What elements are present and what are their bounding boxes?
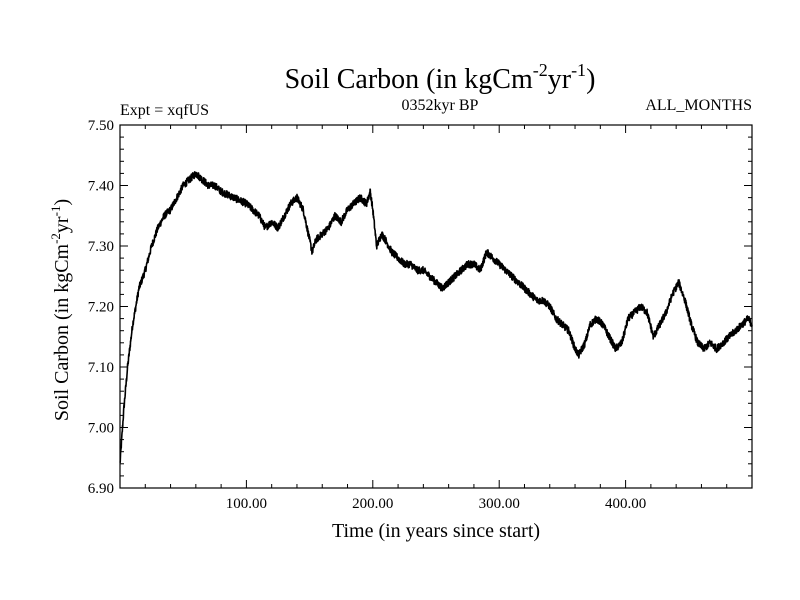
chart-title-sup1: -2: [533, 60, 548, 80]
y-tick-label: 7.50: [88, 118, 114, 134]
y-tick-label: 7.30: [88, 239, 114, 255]
y-tick-label: 6.90: [88, 481, 114, 497]
chart-title: Soil Carbon (in kgCm-2yr-1): [285, 60, 596, 95]
chart-title-end: ): [586, 64, 595, 95]
subtitle-months: ALL_MONTHS: [645, 97, 752, 114]
y-tick-label: 7.10: [88, 360, 114, 376]
x-tick-label: 300.00: [479, 496, 520, 512]
y-axis-label-end: ): [51, 199, 73, 206]
chart-title-mid: yr: [548, 64, 572, 95]
y-tick-label: 7.20: [88, 300, 114, 316]
chart-title-main: Soil Carbon (in kgCm: [285, 64, 533, 95]
x-axis-tick-labels: 100.00 200.00 300.00 400.00: [226, 496, 646, 512]
x-tick-label: 400.00: [605, 496, 646, 512]
y-axis-ticks: [120, 124, 752, 489]
y-tick-label: 7.40: [88, 179, 114, 195]
x-tick-label: 200.00: [352, 496, 393, 512]
plot-frame: [119, 124, 753, 489]
series-line-soil-carbon: [119, 170, 753, 463]
y-axis-label-sup2: -1: [48, 206, 63, 217]
subtitle-period: 0352kyr BP: [402, 97, 479, 114]
y-axis-label-mid: yr: [51, 216, 73, 233]
y-axis-label: Soil Carbon (in kgCm-2yr-1): [48, 199, 73, 421]
series-group: [119, 170, 753, 463]
x-tick-label: 100.00: [226, 496, 267, 512]
y-axis-tick-labels: 6.90 7.00 7.10 7.20 7.30 7.40 7.50: [88, 118, 114, 497]
y-axis-label-main: Soil Carbon (in kgCm: [51, 243, 73, 421]
y-axis-label-sup1: -2: [48, 233, 63, 244]
subtitle-expt: Expt = xqfUS: [120, 102, 209, 119]
chart-title-sup2: -1: [571, 60, 586, 80]
y-tick-label: 7.00: [88, 421, 114, 437]
x-axis-ticks: [144, 125, 728, 488]
x-axis-label: Time (in years since start): [332, 520, 540, 542]
